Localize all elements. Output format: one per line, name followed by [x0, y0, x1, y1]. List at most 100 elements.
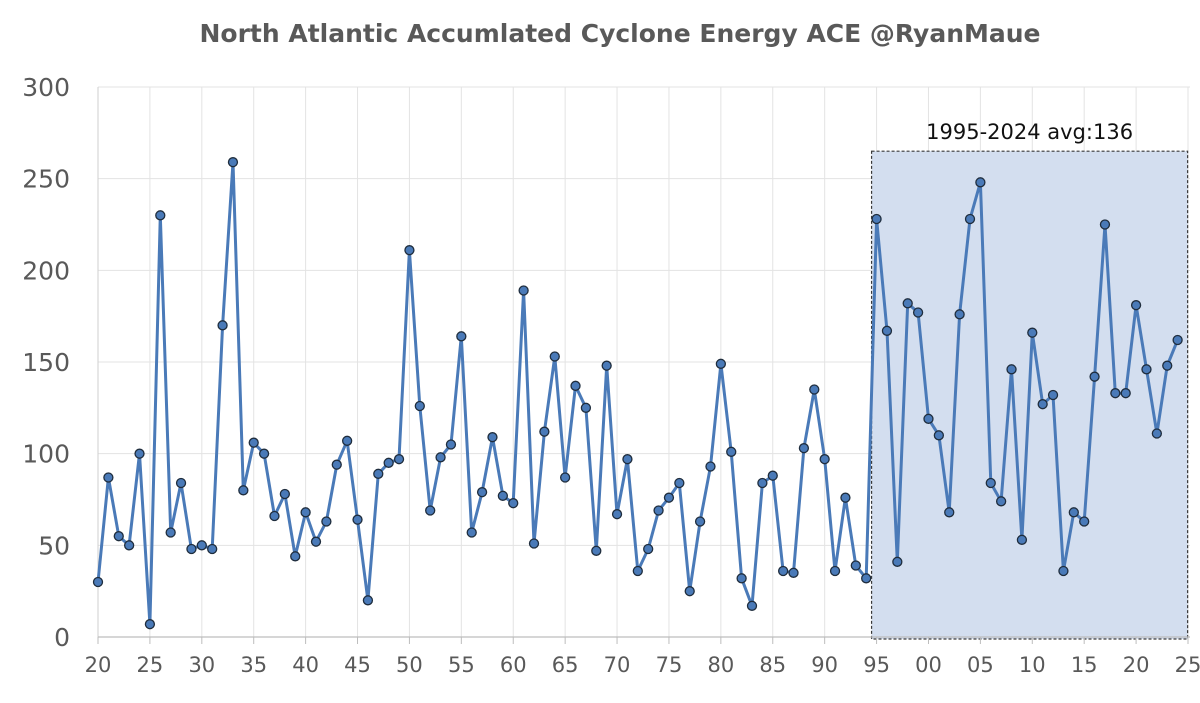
data-point	[1172, 334, 1183, 346]
data-point	[456, 331, 467, 342]
y-tick-label: 100	[22, 440, 70, 469]
data-point	[435, 452, 446, 463]
x-tick-label: 20	[1123, 653, 1150, 677]
data-point	[871, 213, 882, 225]
data-point	[207, 543, 218, 555]
data-point	[1079, 516, 1090, 527]
data-point	[103, 472, 114, 483]
data-point	[487, 432, 498, 443]
x-tick-label: 50	[396, 653, 423, 677]
data-point	[155, 210, 166, 221]
x-tick-label: 65	[552, 653, 579, 677]
chart-title: North Atlantic Accumlated Cyclone Energy…	[199, 19, 1040, 48]
series-ace	[92, 157, 1183, 630]
data-point	[809, 384, 820, 395]
data-point	[788, 567, 799, 578]
data-point	[1130, 300, 1142, 311]
data-point	[954, 309, 965, 320]
data-point	[1047, 389, 1059, 401]
data-point	[362, 595, 374, 606]
x-tick-label: 00	[915, 653, 942, 677]
y-tick-label: 250	[22, 165, 70, 194]
data-point	[258, 448, 270, 459]
data-point	[663, 492, 675, 503]
data-point	[1151, 428, 1163, 439]
data-point	[549, 351, 560, 362]
data-point	[508, 498, 519, 509]
x-tick-label: 80	[707, 653, 734, 677]
x-tick-label: 55	[448, 653, 475, 677]
highlight-label: 1995-2024 avg:136	[926, 120, 1133, 144]
data-point	[123, 540, 135, 551]
data-point	[528, 538, 540, 549]
data-point	[622, 454, 633, 465]
data-point	[425, 505, 436, 516]
data-point	[881, 325, 893, 336]
data-point	[476, 487, 488, 498]
data-point	[1110, 388, 1121, 399]
data-point	[144, 619, 156, 630]
data-point	[757, 477, 768, 489]
data-point	[1027, 327, 1038, 338]
data-point	[694, 516, 706, 527]
axes	[97, 87, 1190, 644]
data-point	[1162, 360, 1173, 371]
x-tick-label: 25	[137, 653, 164, 677]
data-point	[279, 488, 291, 500]
data-point	[705, 461, 716, 472]
data-point	[352, 514, 363, 525]
data-point	[383, 457, 394, 468]
data-point	[321, 516, 332, 527]
data-point	[1006, 364, 1017, 375]
data-point	[113, 531, 124, 542]
data-point	[414, 400, 425, 412]
data-point	[923, 413, 934, 424]
data-point	[726, 446, 737, 457]
x-tick-label: 10	[1019, 653, 1046, 677]
data-point	[1058, 565, 1069, 577]
data-point	[902, 298, 913, 309]
data-point	[196, 540, 207, 551]
data-point	[684, 586, 695, 597]
y-tick-label: 300	[22, 73, 70, 102]
data-point	[632, 565, 643, 577]
data-point	[186, 543, 197, 555]
data-point	[653, 505, 664, 516]
data-point	[611, 509, 623, 520]
x-tick-label: 75	[656, 653, 683, 677]
x-tick-label: 95	[863, 653, 890, 677]
data-point	[1089, 371, 1100, 382]
data-point	[497, 490, 509, 501]
y-tick-label: 0	[54, 623, 70, 652]
data-point	[601, 360, 612, 371]
data-point	[674, 477, 685, 489]
x-tick-label: 15	[1071, 653, 1098, 677]
y-tick-label: 150	[22, 348, 70, 377]
data-point	[975, 177, 986, 188]
data-point	[373, 468, 384, 479]
data-point	[92, 576, 104, 588]
data-point	[310, 536, 322, 547]
data-point	[269, 510, 280, 522]
data-point	[175, 477, 187, 489]
data-point	[134, 448, 145, 459]
data-point	[777, 565, 789, 577]
data-point	[331, 459, 342, 470]
data-point	[1141, 364, 1152, 375]
data-point	[341, 435, 353, 446]
data-point	[746, 600, 758, 611]
data-point	[850, 560, 861, 571]
x-tick-label: 25	[1175, 653, 1200, 677]
x-tick-label: 45	[344, 653, 371, 677]
data-point	[819, 454, 830, 465]
data-point	[736, 573, 747, 584]
data-point	[643, 543, 654, 555]
data-point	[165, 527, 176, 538]
data-point	[591, 545, 602, 556]
data-point	[840, 492, 851, 503]
data-point	[944, 507, 955, 518]
data-point	[238, 485, 249, 496]
y-tick-label: 200	[22, 256, 70, 285]
